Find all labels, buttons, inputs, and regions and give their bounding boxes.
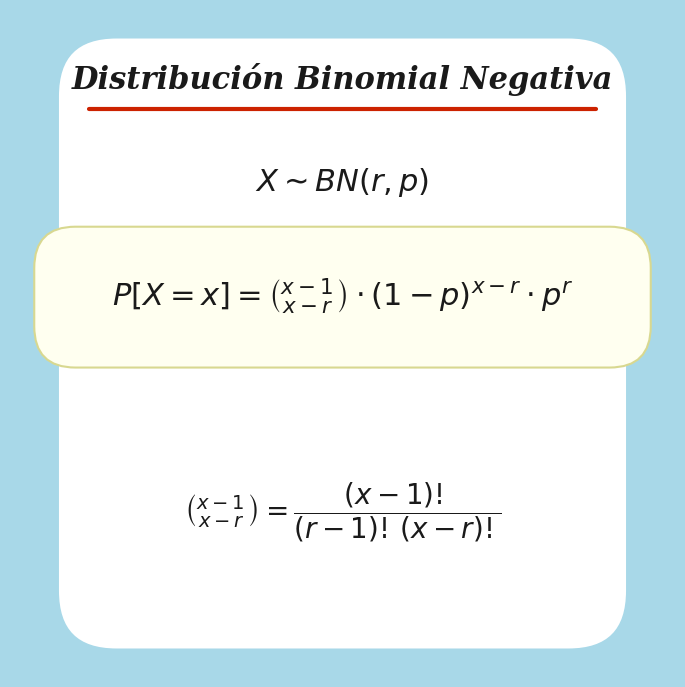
Text: $P[X = x] = \binom{x-1}{x-r} \cdot (1-p)^{x-r} \cdot p^r$: $P[X = x] = \binom{x-1}{x-r} \cdot (1-p)…	[112, 277, 573, 317]
Text: $X \sim BN(r,p)$: $X \sim BN(r,p)$	[256, 166, 429, 199]
Text: Distribución Binomial Negativa: Distribución Binomial Negativa	[72, 63, 613, 95]
FancyBboxPatch shape	[55, 34, 630, 653]
FancyBboxPatch shape	[34, 227, 651, 368]
Text: $\binom{x-1}{x-r} = \dfrac{(x-1)!}{(r-1)!\,(x-r)!}$: $\binom{x-1}{x-r} = \dfrac{(x-1)!}{(r-1)…	[184, 480, 501, 543]
